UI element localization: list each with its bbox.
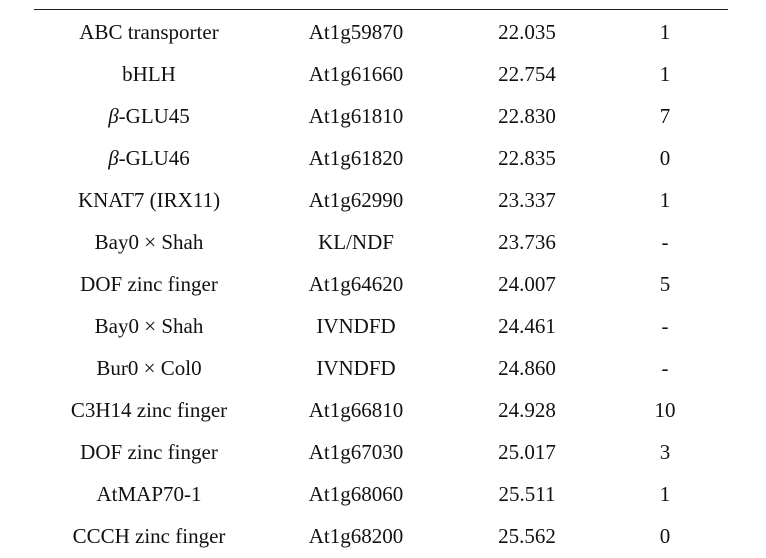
gene-name-cell: β-GLU45	[108, 94, 190, 136]
gene-prefix: β	[108, 104, 119, 128]
gene-name: -GLU45	[118, 104, 190, 128]
count-cell: 10	[654, 398, 676, 422]
position-cell: 22.835	[498, 146, 556, 170]
gene-name: C3H14 zinc finger	[70, 398, 228, 422]
gene-name-cell: KNAT7 (IRX11)	[78, 178, 220, 220]
gene-id-cell: At1g67030	[308, 440, 404, 464]
gene-id-cell: At1g66810	[308, 398, 404, 422]
position-cell: 25.017	[498, 440, 556, 464]
count-cell: 1	[659, 20, 671, 44]
gene-name: Bay0 × Shah	[94, 230, 204, 254]
count-cell: -	[661, 314, 669, 338]
gene-name-cell: ABC transporter	[79, 10, 218, 52]
gene-name: -GLU46	[118, 146, 190, 170]
gene-id-cell: KL/NDF	[318, 230, 394, 254]
position-cell: 23.736	[498, 230, 556, 254]
gene-id-cell: At1g61810	[308, 104, 404, 128]
table-row: ABC transporter At1g59870 22.035 1	[0, 10, 766, 52]
gene-id-cell: At1g68060	[308, 482, 404, 506]
count-cell: -	[661, 356, 669, 380]
gene-name: DOF zinc finger	[80, 440, 218, 464]
gene-id-cell: IVNDFD	[316, 356, 396, 380]
count-cell: 7	[659, 104, 671, 128]
gene-name-cell: DOF zinc finger	[80, 430, 218, 472]
table-row: C3H14 zinc finger At1g66810 24.928 10	[0, 388, 766, 430]
gene-name: CCCH zinc finger	[72, 524, 226, 548]
table-row: Bay0 × Shah KL/NDF 23.736 -	[0, 220, 766, 262]
table-row: DOF zinc finger At1g64620 24.007 5	[0, 262, 766, 304]
gene-id-cell: At1g59870	[308, 20, 404, 44]
gene-name: DOF zinc finger	[80, 272, 218, 296]
table-row: KNAT7 (IRX11) At1g62990 23.337 1	[0, 178, 766, 220]
table-row: β-GLU46 At1g61820 22.835 0	[0, 136, 766, 178]
position-cell: 25.511	[498, 482, 556, 506]
position-cell: 22.830	[498, 104, 556, 128]
gene-name: AtMAP70-1	[96, 482, 202, 506]
gene-prefix: β	[108, 146, 119, 170]
gene-name-cell: CCCH zinc finger	[73, 514, 226, 556]
gene-id-cell: IVNDFD	[316, 314, 396, 338]
count-cell: 1	[659, 482, 671, 506]
gene-id-cell: At1g62990	[308, 188, 404, 212]
table-top-rule	[34, 9, 728, 10]
gene-id-cell: At1g61660	[308, 62, 404, 86]
gene-name: Bay0 × Shah	[94, 314, 204, 338]
count-cell: 0	[659, 524, 671, 548]
gene-name-cell: β-GLU46	[108, 136, 190, 178]
position-cell: 23.337	[498, 188, 556, 212]
table-row: bHLH At1g61660 22.754 1	[0, 52, 766, 94]
table-row: β-GLU45 At1g61810 22.830 7	[0, 94, 766, 136]
gene-id-cell: At1g61820	[308, 146, 404, 170]
position-cell: 24.007	[498, 272, 556, 296]
table-row: CCCH zinc finger At1g68200 25.562 0	[0, 514, 766, 556]
count-cell: 5	[659, 272, 671, 296]
gene-name: KNAT7 (IRX11)	[77, 188, 221, 212]
position-cell: 22.754	[498, 62, 556, 86]
gene-table: ABC transporter At1g59870 22.035 1 bHLH …	[0, 10, 766, 556]
table-row: Bay0 × Shah IVNDFD 24.461 -	[0, 304, 766, 346]
count-cell: -	[661, 230, 669, 254]
gene-name: ABC transporter	[79, 20, 219, 44]
position-cell: 24.928	[498, 398, 556, 422]
gene-name-cell: Bur0 × Col0	[96, 346, 201, 388]
count-cell: 3	[659, 440, 671, 464]
table-row: AtMAP70-1 At1g68060 25.511 1	[0, 472, 766, 514]
gene-name: bHLH	[122, 62, 176, 86]
gene-name-cell: bHLH	[122, 52, 176, 94]
gene-id-cell: At1g64620	[308, 272, 404, 296]
position-cell: 24.461	[498, 314, 556, 338]
gene-name-cell: DOF zinc finger	[80, 262, 218, 304]
table-row: DOF zinc finger At1g67030 25.017 3	[0, 430, 766, 472]
position-cell: 25.562	[498, 524, 556, 548]
count-cell: 0	[659, 146, 671, 170]
position-cell: 24.860	[498, 356, 556, 380]
gene-id-cell: At1g68200	[308, 524, 404, 548]
gene-name-cell: AtMAP70-1	[96, 472, 201, 514]
table-row: Bur0 × Col0 IVNDFD 24.860 -	[0, 346, 766, 388]
gene-name-cell: Bay0 × Shah	[95, 304, 204, 346]
gene-name-cell: C3H14 zinc finger	[71, 388, 227, 430]
count-cell: 1	[659, 188, 671, 212]
count-cell: 1	[659, 62, 671, 86]
position-cell: 22.035	[498, 20, 556, 44]
gene-name-cell: Bay0 × Shah	[95, 220, 204, 262]
gene-name: Bur0 × Col0	[96, 356, 202, 380]
